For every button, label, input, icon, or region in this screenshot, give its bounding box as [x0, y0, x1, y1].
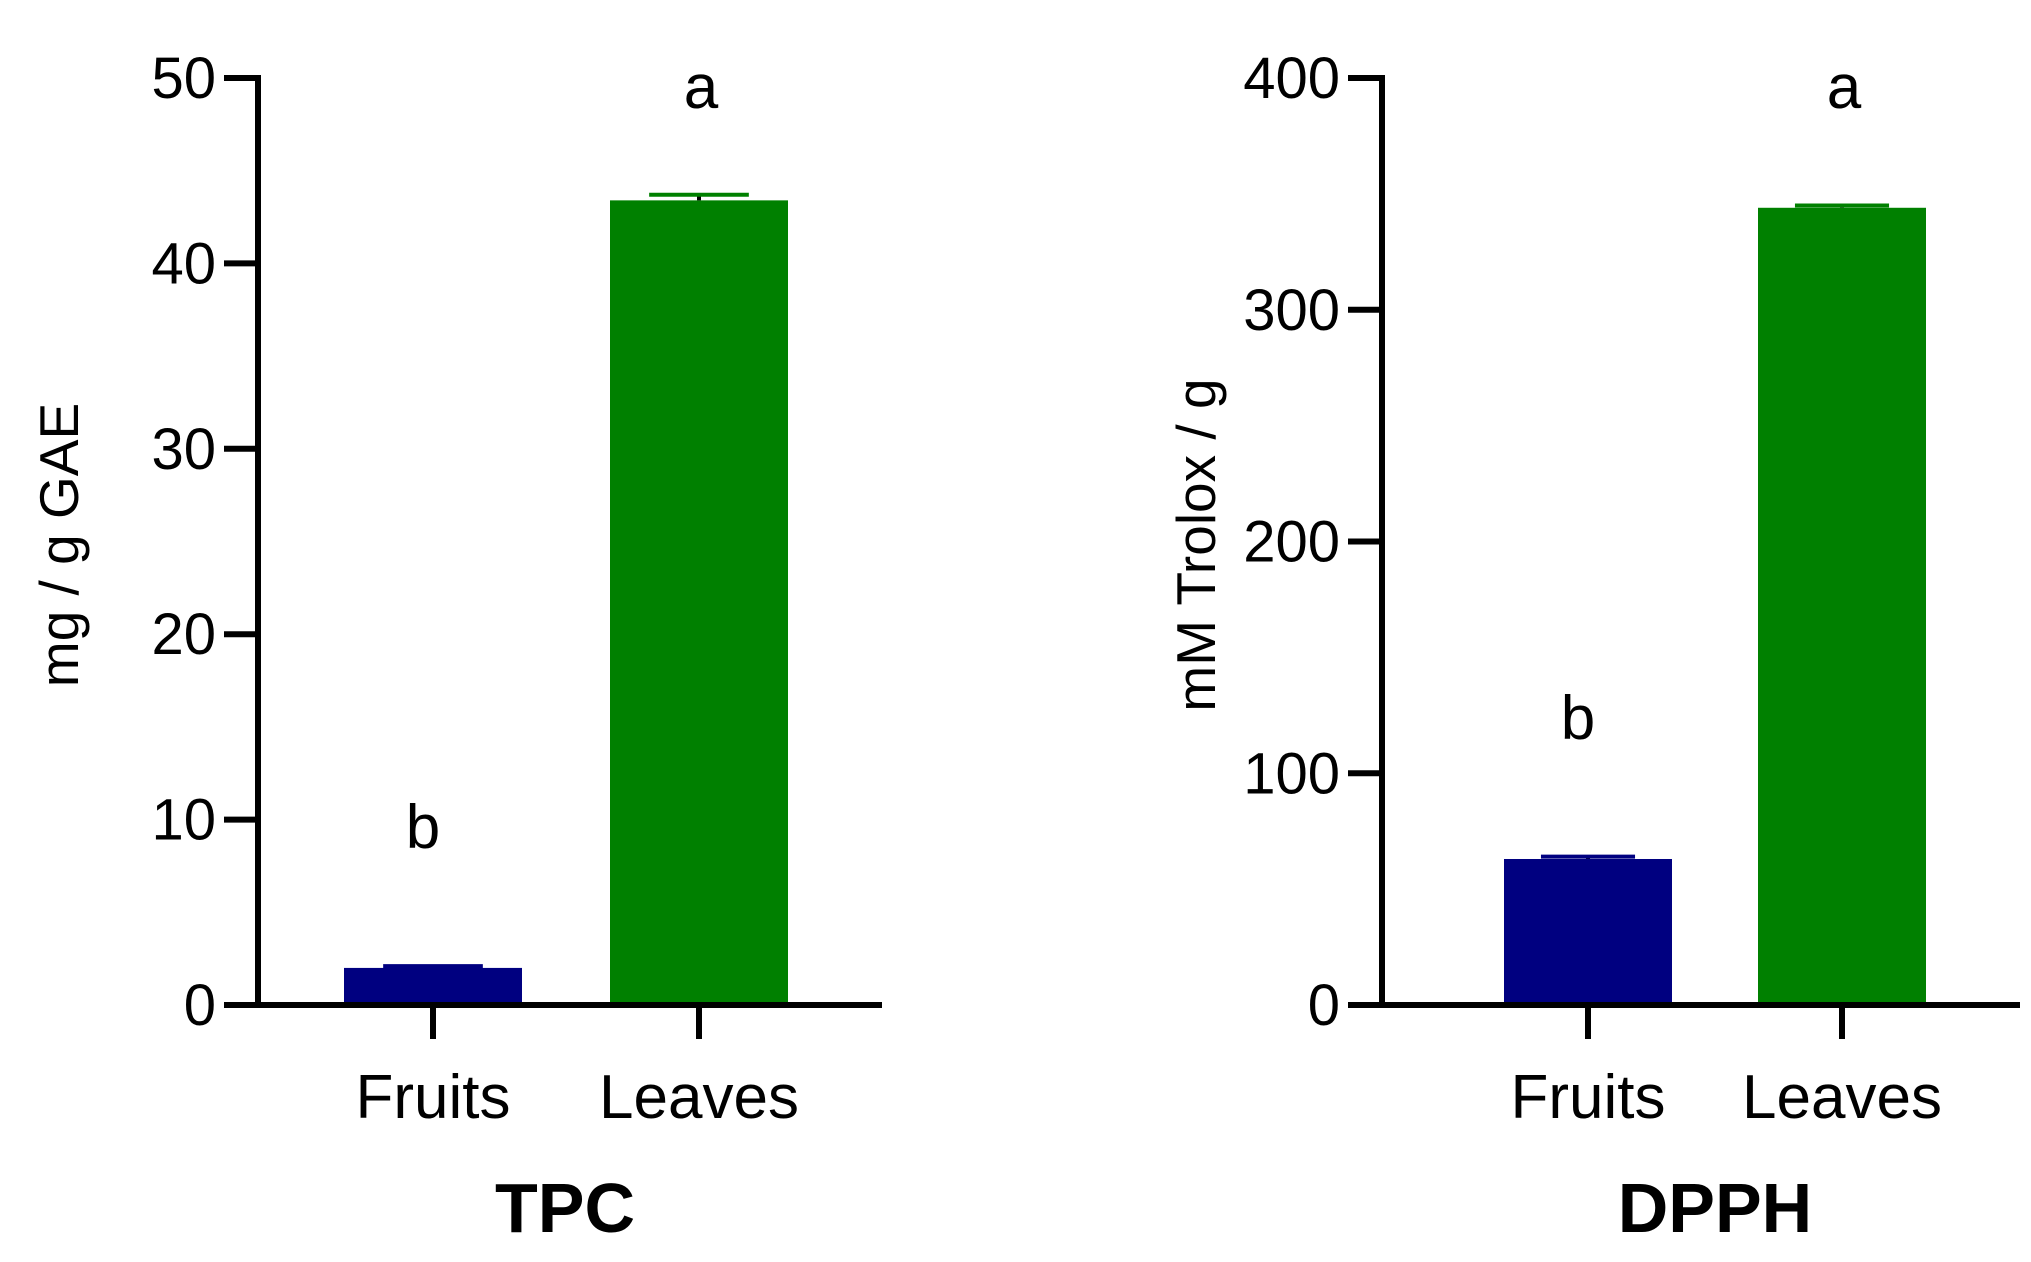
dpph-y-axis-label: mM Trolox / g	[1165, 378, 1227, 711]
dpph-error-bar-fruits	[1540, 854, 1636, 859]
dpph-y-tick-label-100: 100	[1243, 741, 1340, 806]
tpc-y-tick-label-20: 20	[151, 602, 216, 667]
dpph-significance-leaves: a	[1827, 53, 1862, 122]
dpph-y-tick-label-300: 300	[1243, 278, 1340, 343]
tpc-bar-fruits	[344, 967, 522, 1005]
dpph-x-tick-label-leaves: Leaves	[1742, 1063, 1942, 1132]
dpph-bar-leaves	[1758, 207, 1926, 1005]
tpc-chart-title: TPC	[495, 1169, 635, 1247]
tpc-x-tick-label-fruits: Fruits	[356, 1063, 511, 1132]
tpc-significance-leaves: a	[684, 53, 719, 122]
dpph-x-tick-label-fruits: Fruits	[1511, 1063, 1666, 1132]
tpc-bar-leaves	[610, 200, 788, 1005]
tpc-error-bar-fruits	[383, 964, 483, 969]
dpph-error-bar-leaves	[1794, 203, 1890, 208]
tpc-y-axis-label: mg / g GAE	[28, 403, 90, 687]
tpc-y-tick-label-10: 10	[151, 788, 216, 853]
tpc-y-tick-label-40: 40	[151, 231, 216, 296]
tpc-y-tick-label-0: 0	[184, 973, 216, 1038]
tpc-y-tick-label-50: 50	[151, 46, 216, 111]
dpph-chart-title: DPPH	[1618, 1169, 1812, 1247]
dpph-y-tick-label-400: 400	[1243, 46, 1340, 111]
dpph-chart: mM Trolox / g DPPH b Fruits a Leaves 0 100 200…	[1165, 46, 2020, 1247]
dpph-y-tick-label-0: 0	[1308, 973, 1340, 1038]
dpph-y-tick-label-200: 200	[1243, 510, 1340, 575]
tpc-chart: mg / g GAE TPC b Fruits a Leaves 0 10 20 30 40 50	[28, 46, 882, 1247]
dpph-bar-fruits	[1504, 858, 1672, 1005]
dpph-significance-fruits: b	[1561, 684, 1595, 753]
tpc-significance-fruits: b	[406, 793, 440, 862]
tpc-x-tick-label-leaves: Leaves	[599, 1063, 799, 1132]
tpc-y-tick-label-30: 30	[151, 417, 216, 482]
tpc-error-bar-leaves	[649, 192, 749, 201]
